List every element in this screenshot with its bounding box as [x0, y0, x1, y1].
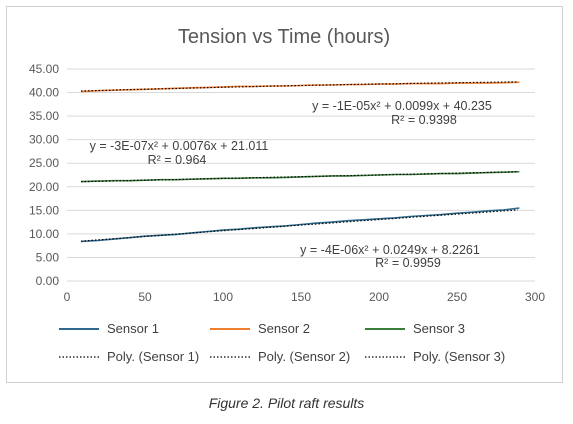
y-tick-label: 5.00 — [36, 250, 60, 264]
chart-frame: Tension vs Time (hours) 0.00 5.00 10.00 15.… — [6, 6, 563, 383]
series-line-sensor-2 — [80, 81, 520, 93]
y-tick-label: 35.00 — [29, 109, 59, 123]
series-line-sensor-1 — [80, 207, 520, 243]
y-tick-label: 20.00 — [29, 180, 59, 194]
trendline-equation-sensor-3: y = -3E-07x² + 0.0076x + 21.011 — [90, 139, 269, 153]
trendline-sensor-2 — [80, 81, 518, 92]
legend: Sensor 1 Sensor 2 Sensor 3 Poly. (Sensor 1)… — [59, 321, 505, 364]
legend-label-sensor-1: Sensor 1 — [107, 321, 159, 336]
y-tick-label: 25.00 — [29, 156, 59, 170]
trendline-equation-sensor-1: y = -4E-06x² + 0.0249x + 8.2261 — [300, 243, 480, 257]
legend-label-sensor-2: Sensor 2 — [258, 321, 310, 336]
trendline-sensor-3 — [80, 171, 518, 183]
x-tick-label: 0 — [64, 290, 71, 304]
y-tick-label: 45.00 — [29, 62, 59, 76]
axis-tick-labels: 0.00 5.00 10.00 15.00 20.00 25.00 30.00 35.00 40… — [29, 62, 545, 304]
trendline-r2-sensor-2: R² = 0.9398 — [391, 113, 457, 127]
trendline-r2-sensor-1: R² = 0.9959 — [375, 256, 441, 270]
trendline-r2-sensor-3: R² = 0.964 — [148, 153, 207, 167]
y-tick-label: 40.00 — [29, 86, 59, 100]
y-tick-label: 15.00 — [29, 203, 59, 217]
y-tick-label: 10.00 — [29, 227, 59, 241]
x-tick-label: 250 — [447, 290, 467, 304]
x-tick-label: 100 — [213, 290, 233, 304]
x-tick-label: 200 — [369, 290, 389, 304]
grid-lines — [67, 68, 535, 282]
legend-label-sensor-3: Sensor 3 — [413, 321, 465, 336]
legend-label-poly-sensor-1: Poly. (Sensor 1) — [107, 349, 199, 364]
x-tick-label: 300 — [525, 290, 545, 304]
trendline-sensor-1 — [80, 209, 518, 242]
y-tick-label: 0.00 — [36, 274, 60, 288]
trendlines — [80, 81, 518, 242]
trendline-equation-sensor-2: y = -1E-05x² + 0.0099x + 40.235 — [312, 99, 492, 113]
legend-label-poly-sensor-3: Poly. (Sensor 3) — [413, 349, 505, 364]
y-tick-label: 30.00 — [29, 133, 59, 147]
chart-svg: Tension vs Time (hours) 0.00 5.00 10.00 15.… — [29, 26, 545, 364]
x-tick-label: 50 — [138, 290, 152, 304]
chart-title: Tension vs Time (hours) — [178, 26, 390, 48]
legend-label-poly-sensor-2: Poly. (Sensor 2) — [258, 349, 350, 364]
series-line-sensor-3 — [80, 170, 520, 183]
figure-caption: Figure 2. Pilot raft results — [208, 395, 365, 411]
x-tick-label: 150 — [291, 290, 311, 304]
